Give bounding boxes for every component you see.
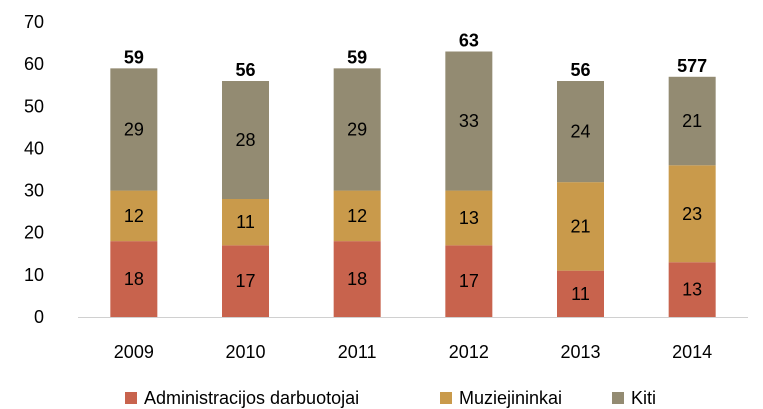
bar-segment [557, 182, 604, 271]
x-tick-label: 2014 [672, 342, 712, 362]
y-tick-label: 50 [24, 96, 44, 116]
bar-segment [333, 190, 381, 242]
total-label: 577 [677, 56, 707, 76]
x-tick-label: 2009 [114, 342, 154, 362]
data-label: 28 [235, 130, 255, 150]
data-label: 29 [347, 119, 367, 139]
bar-segment [110, 190, 158, 242]
bar-segment [222, 81, 269, 199]
legend-swatch [125, 392, 137, 404]
total-label: 56 [235, 60, 255, 80]
bar-segment [110, 241, 158, 317]
bar-segment [445, 51, 493, 191]
total-label: 59 [347, 47, 367, 67]
data-label: 17 [459, 271, 479, 291]
y-tick-label: 40 [24, 138, 44, 158]
x-axis: 2009 2010 2011 2012 2013 2014 [114, 342, 712, 362]
data-label: 33 [459, 111, 479, 131]
bar-segment [110, 68, 158, 191]
data-label: 23 [682, 204, 702, 224]
data-label: 12 [124, 206, 144, 226]
total-label: 56 [570, 60, 590, 80]
data-label: 17 [235, 271, 255, 291]
data-label: 11 [236, 212, 255, 232]
total-label: 59 [124, 47, 144, 67]
bars: 18 12 29 59 17 11 28 56 18 12 29 59 17 13 33 63 11 21 24 56… [110, 31, 716, 317]
y-axis: 0 10 20 30 40 50 60 70 [24, 12, 44, 327]
bar-segment [333, 241, 381, 317]
y-tick-label: 60 [24, 54, 44, 74]
data-label: 18 [124, 269, 144, 289]
bar-segment [222, 199, 269, 246]
bar-segment [557, 270, 604, 317]
bar-segment [668, 262, 716, 317]
y-tick-label: 30 [24, 181, 44, 201]
legend-label: Administracijos darbuotojai [144, 388, 359, 408]
x-tick-label: 2012 [449, 342, 489, 362]
data-label: 13 [682, 280, 702, 300]
y-tick-label: 20 [24, 223, 44, 243]
legend: Administracijos darbuotojai Muziejininkai… [125, 388, 656, 408]
legend-swatch [440, 392, 452, 404]
y-tick-label: 10 [24, 265, 44, 285]
total-label: 63 [459, 31, 479, 51]
bar-segment [668, 165, 716, 263]
bar-segment [668, 76, 716, 166]
data-label: 18 [347, 269, 367, 289]
y-tick-label: 0 [34, 307, 44, 327]
bar-segment [222, 245, 269, 317]
data-label: 12 [347, 206, 367, 226]
bar-segment [445, 245, 493, 317]
data-label: 21 [570, 216, 590, 236]
bar-segment [445, 190, 493, 246]
bar-segment [557, 81, 604, 183]
x-tick-label: 2013 [560, 342, 600, 362]
data-label: 29 [124, 119, 144, 139]
data-label: 21 [682, 111, 702, 131]
data-label: 13 [459, 208, 479, 228]
legend-swatch [612, 392, 624, 404]
data-label: 11 [571, 284, 590, 304]
y-tick-label: 70 [24, 12, 44, 32]
legend-label: Muziejininkai [459, 388, 562, 408]
x-tick-label: 2011 [338, 342, 377, 362]
legend-label: Kiti [631, 388, 656, 408]
data-label: 24 [570, 122, 590, 142]
bar-segment [333, 68, 381, 191]
x-tick-label: 2010 [225, 342, 265, 362]
